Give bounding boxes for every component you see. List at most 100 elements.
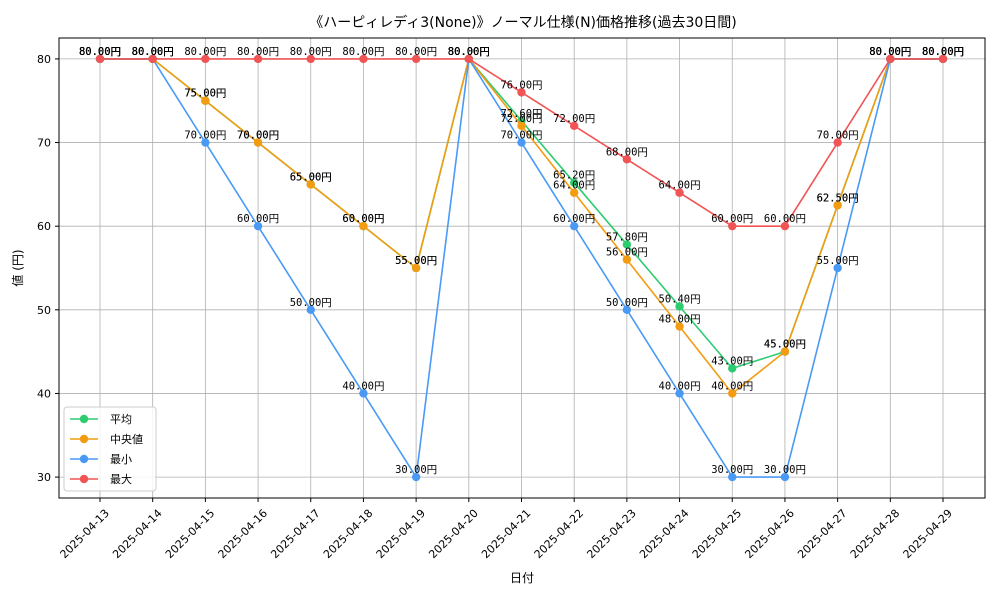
data-point	[728, 221, 737, 231]
data-point	[569, 121, 579, 131]
legend-marker	[79, 454, 89, 464]
data-point	[675, 188, 684, 197]
data-label: 70.00円	[184, 130, 226, 142]
data-label: 75.00円	[184, 88, 226, 100]
y-tick-label: 30	[37, 471, 51, 484]
data-point	[306, 54, 315, 64]
y-tick-label: 80	[37, 53, 51, 66]
data-point	[517, 138, 526, 147]
data-point	[517, 121, 526, 131]
data-label: 45.00円	[764, 339, 806, 351]
data-point	[411, 472, 421, 482]
data-label: 50.00円	[606, 297, 648, 309]
grid	[59, 38, 985, 498]
data-label: 80.00円	[869, 46, 911, 58]
data-point	[622, 305, 632, 315]
data-label: 80.00円	[132, 46, 174, 58]
data-label: 60.00円	[764, 213, 806, 225]
x-tick-label: 2025-04-14	[110, 507, 164, 561]
data-label: 60.00円	[342, 213, 384, 225]
data-label: 80.00円	[448, 46, 490, 58]
data-label: 80.00円	[395, 46, 437, 58]
data-label: 64.00円	[659, 180, 701, 192]
data-label: 30.00円	[395, 464, 437, 476]
x-tick-label: 2025-04-21	[479, 507, 533, 561]
x-tick-label: 2025-04-27	[795, 507, 849, 561]
y-axis-title: 値 (円)	[10, 249, 25, 286]
data-label: 80.00円	[290, 46, 332, 58]
data-point	[569, 178, 579, 187]
data-label: 57.80円	[606, 232, 648, 244]
data-point	[253, 54, 263, 64]
data-point	[675, 322, 684, 331]
y-tick-label: 70	[37, 137, 51, 150]
data-label: 80.00円	[869, 46, 911, 58]
data-label: 72.00円	[500, 113, 542, 125]
data-label: 56.00円	[606, 247, 648, 259]
data-label: 80.00円	[342, 46, 384, 58]
series-layer	[95, 54, 948, 482]
data-label: 62.50円	[817, 192, 859, 204]
data-label: 55.00円	[395, 255, 437, 267]
data-label: 80.00円	[922, 46, 964, 58]
data-point	[886, 54, 895, 64]
data-label: 80.00円	[922, 46, 964, 58]
data-label: 80.00円	[79, 46, 121, 58]
x-tick-label: 2025-04-26	[742, 507, 796, 561]
legend-label: 最小	[110, 453, 132, 466]
data-label: 70.00円	[500, 130, 542, 142]
data-label: 65.00円	[290, 171, 332, 183]
data-label: 45.00円	[764, 339, 806, 351]
data-point	[780, 347, 790, 356]
legend-item: 最大	[70, 472, 132, 486]
series-3	[95, 54, 948, 231]
data-point	[728, 389, 737, 398]
x-tick-label: 2025-04-20	[426, 507, 480, 561]
data-point	[411, 263, 421, 273]
legend-item: 最小	[70, 453, 132, 466]
data-point	[728, 364, 737, 373]
x-tick-label: 2025-04-19	[374, 507, 428, 561]
data-label: 80.00円	[922, 46, 964, 58]
data-label: 43.00円	[711, 355, 753, 367]
data-label: 55.00円	[817, 255, 859, 267]
data-label: 70.00円	[237, 130, 279, 142]
data-point	[675, 389, 684, 398]
data-point	[359, 389, 368, 398]
data-point	[728, 472, 737, 482]
data-point	[201, 138, 210, 147]
x-tick-label: 2025-04-16	[216, 507, 270, 561]
data-point	[780, 221, 790, 231]
data-label: 72.60円	[500, 108, 542, 120]
x-tick-label: 2025-04-29	[901, 507, 955, 561]
data-label: 80.00円	[132, 46, 174, 58]
data-label: 80.00円	[869, 46, 911, 58]
data-point	[201, 54, 210, 64]
data-point	[780, 472, 790, 482]
data-point	[359, 221, 368, 231]
data-label: 80.00円	[79, 46, 121, 58]
data-label: 50.00円	[290, 297, 332, 309]
data-label: 60.00円	[342, 213, 384, 225]
data-label: 60.00円	[711, 213, 753, 225]
data-label: 60.00円	[237, 213, 279, 225]
x-tick-label: 2025-04-22	[532, 507, 586, 561]
x-tick-label: 2025-04-24	[637, 507, 691, 561]
data-label: 70.00円	[817, 130, 859, 142]
data-point	[359, 54, 368, 64]
data-label: 48.00円	[659, 314, 701, 326]
data-point	[569, 188, 579, 197]
data-label: 40.00円	[659, 380, 701, 392]
data-label: 40.00円	[342, 380, 384, 392]
data-label: 76.00円	[500, 79, 542, 91]
data-point	[569, 221, 579, 231]
data-label: 65.20円	[553, 170, 595, 182]
data-point	[306, 180, 315, 189]
data-label: 80.00円	[184, 46, 226, 58]
legend-label: 中央値	[110, 433, 143, 446]
legend-label: 平均	[110, 413, 132, 426]
data-label: 30.00円	[711, 464, 753, 476]
